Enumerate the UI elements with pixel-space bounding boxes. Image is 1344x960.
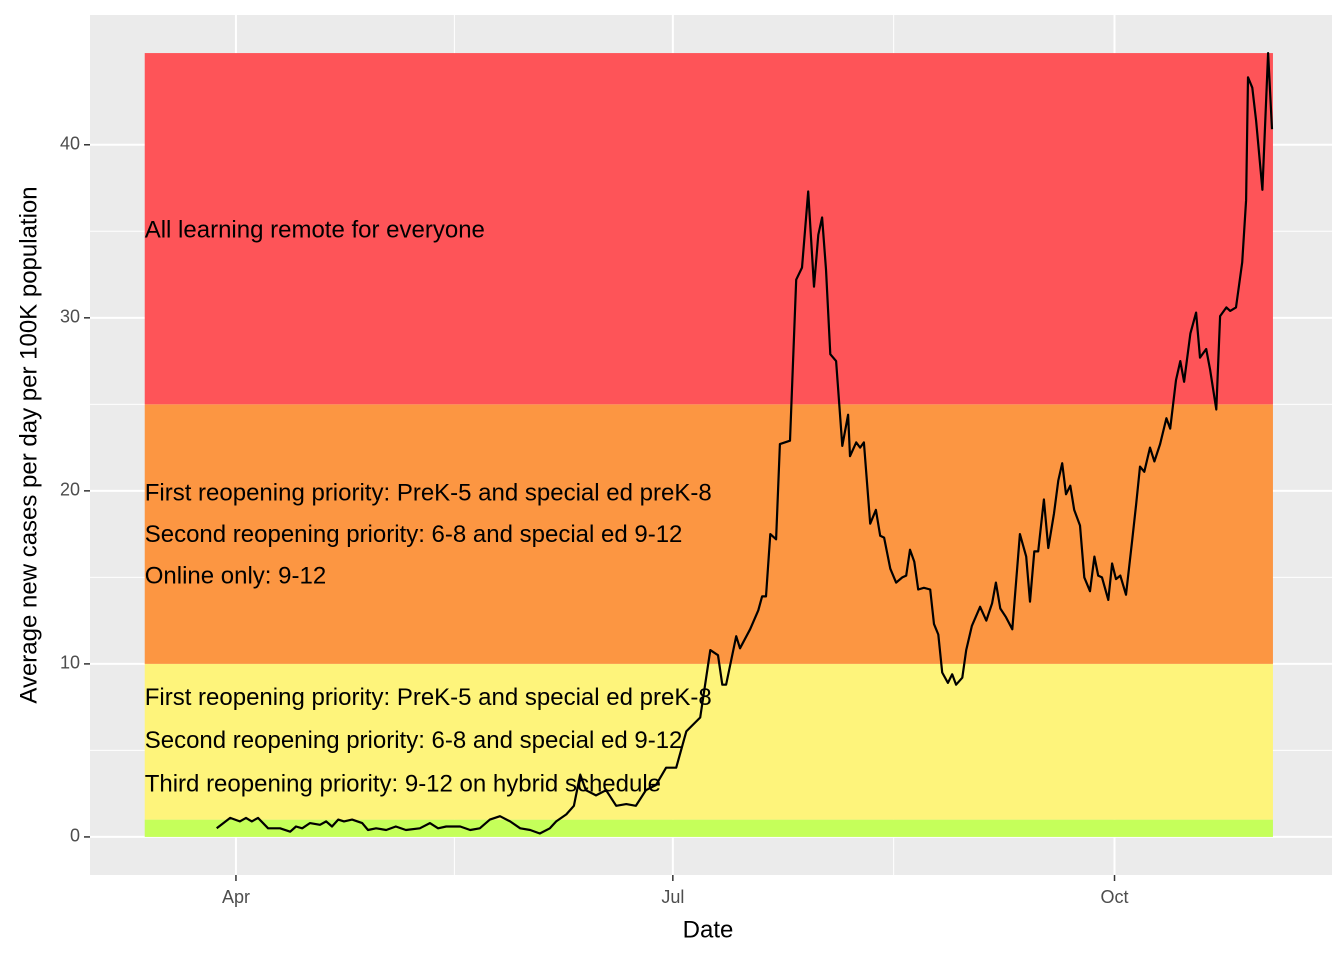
x-tick-label: Apr (222, 887, 250, 907)
annotation: First reopening priority: PreK-5 and spe… (145, 684, 712, 711)
y-tick-label: 30 (60, 307, 80, 327)
annotation: Second reopening priority: 6-8 and speci… (145, 521, 683, 548)
y-tick-label: 10 (60, 653, 80, 673)
y-axis-title: Average new cases per day per 100K popul… (15, 186, 42, 703)
threshold-band (144, 404, 1273, 664)
annotation: All learning remote for everyone (145, 217, 485, 244)
threshold-band (144, 53, 1273, 405)
x-tick-label: Jul (661, 887, 684, 907)
annotation: Second reopening priority: 6-8 and speci… (145, 727, 683, 754)
data-line (216, 52, 1274, 835)
threshold-band (144, 663, 1273, 820)
y-tick-label: 20 (60, 480, 80, 500)
x-axis-title: Date (683, 916, 734, 943)
annotation: Online only: 9-12 (145, 563, 326, 590)
marks: All learning remote for everyone First re… (144, 52, 1274, 837)
x-tick-label: Oct (1101, 887, 1129, 907)
y-tick-label: 40 (60, 134, 80, 154)
annotation: First reopening priority: PreK-5 and spe… (145, 480, 712, 507)
annotation: Third reopening priority: 9-12 on hybrid… (145, 770, 661, 797)
y-tick-label: 0 (70, 826, 80, 846)
threshold-band (144, 819, 1273, 837)
